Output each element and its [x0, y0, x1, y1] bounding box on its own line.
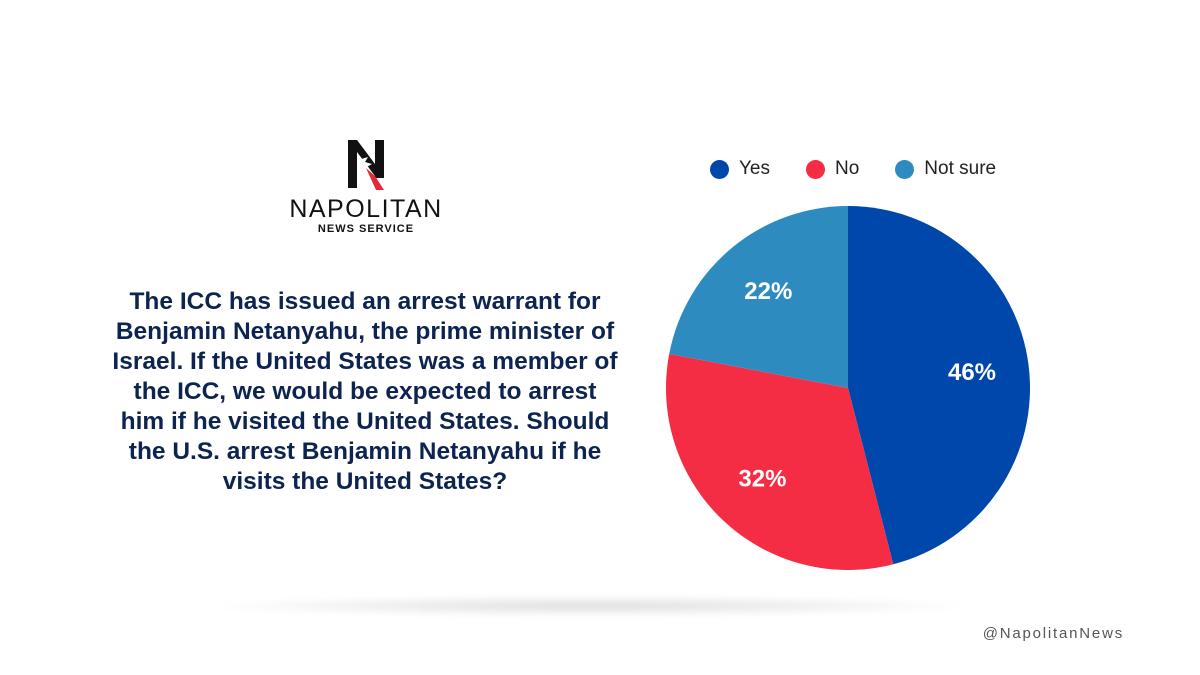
legend-swatch-yes [710, 159, 729, 179]
brand-subtitle: NEWS SERVICE [317, 223, 415, 235]
pie-label-no: 32% [738, 466, 786, 493]
legend-item-not-sure: Not sure [895, 158, 996, 180]
chart-legend: Yes No Not sure [710, 158, 1032, 180]
eagle-n-logo-icon [348, 140, 384, 190]
brand-name: NAPOLITAN [289, 195, 443, 223]
pie-chart: 46% 32% 22% [665, 206, 1030, 570]
legend-swatch-not-sure [895, 159, 915, 179]
legend-item-no: No [806, 158, 859, 180]
napolitan-logo: NAPOLITAN NEWS SERVICE [286, 138, 446, 236]
legend-label-yes: Yes [739, 158, 770, 179]
decorative-shadow [210, 596, 970, 616]
legend-label-no: No [835, 158, 860, 179]
pie-label-yes: 46% [948, 359, 996, 386]
legend-label-not-sure: Not sure [924, 158, 997, 179]
legend-swatch-no [806, 159, 825, 179]
pie-label-not-sure: 22% [744, 278, 792, 305]
pie-slice-yes [848, 206, 1030, 565]
legend-item-yes: Yes [710, 158, 770, 180]
pie-slice-not-sure [669, 206, 848, 388]
pie-slice-no [665, 353, 894, 570]
social-handle: @NapolitanNews [982, 625, 1124, 642]
poll-question: The ICC has issued an arrest warrant for… [112, 288, 618, 495]
